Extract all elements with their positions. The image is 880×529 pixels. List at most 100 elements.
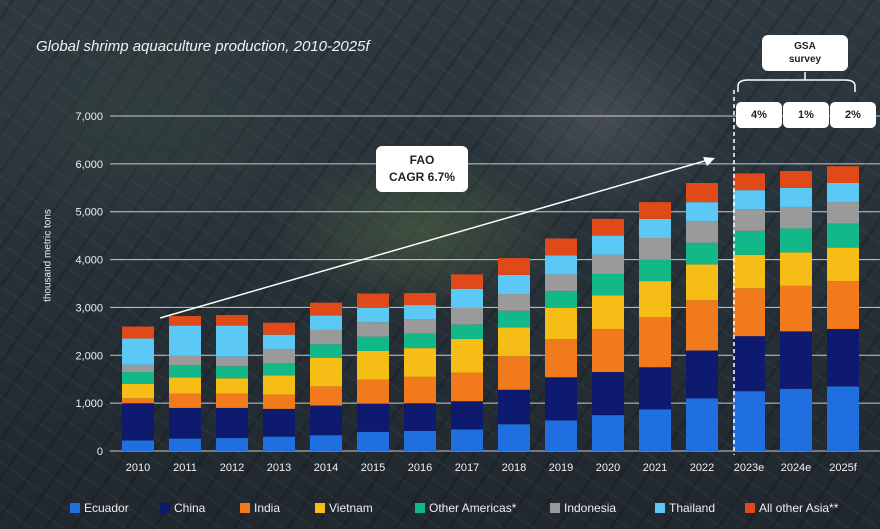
bar-segment-thailand — [498, 274, 530, 295]
bar-segment-vietnam — [357, 350, 389, 380]
x-tick-label: 2022 — [690, 462, 714, 474]
bar-segment-indonesia — [122, 364, 154, 373]
legend-label: Indonesia — [564, 501, 617, 515]
bar-stack-2016 — [404, 293, 436, 451]
bar-stack-2014 — [310, 302, 342, 451]
bar-segment-indonesia — [498, 294, 530, 311]
bar-segment-ecuador — [357, 431, 389, 451]
legend-item: All other Asia** — [745, 500, 838, 516]
y-tick-label: 6,000 — [75, 159, 103, 171]
bar-segment-vietnam — [122, 384, 154, 399]
bar-segment-vietnam — [545, 307, 577, 340]
legend-label: Ecuador — [84, 501, 129, 515]
legend-item: Other Americas* — [415, 500, 516, 516]
bar-segment-other-americas- — [592, 273, 624, 296]
bar-stack-2025f — [827, 166, 859, 451]
bar-segment-vietnam — [169, 377, 201, 394]
bar-segment-ecuador — [545, 420, 577, 451]
y-tick-label: 1,000 — [75, 398, 103, 410]
bar-segment-indonesia — [733, 209, 765, 231]
bar-segment-china — [169, 407, 201, 439]
bar-segment-china — [451, 401, 483, 430]
bar-stack-2012 — [216, 315, 248, 451]
bar-segment-china — [310, 405, 342, 436]
bar-segment-indonesia — [451, 307, 483, 325]
legend-swatch — [70, 503, 80, 513]
bar-segment-thailand — [169, 325, 201, 356]
bar-segment-thailand — [592, 235, 624, 255]
bar-segment-china — [122, 403, 154, 441]
bar-segment-china — [780, 331, 812, 389]
bar-segment-vietnam — [592, 295, 624, 329]
bar-segment-indonesia — [639, 238, 671, 260]
x-tick-label: 2025f — [829, 462, 857, 474]
gsa-growth-2024: 1% — [783, 102, 829, 128]
bar-segment-india — [733, 288, 765, 337]
bar-segment-vietnam — [404, 348, 436, 377]
bar-stack-2024e — [780, 171, 812, 451]
y-tick-labels: 0 1,000 2,000 3,000 4,000 5,000 6,000 7,000 — [75, 111, 103, 458]
bar-segment-india — [169, 393, 201, 408]
bar-segment-other-americas- — [498, 310, 530, 328]
legend-item: Indonesia — [550, 500, 616, 516]
bar-segment-all-other-asia- — [122, 326, 154, 339]
legend-swatch — [415, 503, 425, 513]
bar-segment-vietnam — [827, 247, 859, 282]
x-tick-label: 2024e — [781, 462, 812, 474]
legend-label: Other Americas* — [429, 501, 517, 515]
bar-segment-other-americas- — [263, 363, 295, 376]
bar-segment-all-other-asia- — [639, 202, 671, 219]
y-tick-label: 0 — [97, 446, 103, 458]
bar-segment-thailand — [686, 202, 718, 222]
bar-segment-other-americas- — [733, 230, 765, 255]
fao-trend-arrowhead — [703, 157, 715, 166]
legend-label: Vietnam — [329, 501, 373, 515]
bar-segment-all-other-asia- — [404, 293, 436, 306]
bar-segment-other-americas- — [545, 291, 577, 308]
bar-segment-thailand — [357, 307, 389, 323]
gsa-survey-callout: GSA survey — [762, 35, 848, 71]
bar-segment-china — [639, 367, 671, 410]
bar-segment-all-other-asia- — [169, 316, 201, 326]
bar-segment-china — [733, 336, 765, 392]
x-tick-label: 2021 — [643, 462, 667, 474]
fao-callout-line1: FAO — [409, 153, 435, 167]
bar-segment-other-americas- — [169, 365, 201, 378]
bar-stack-2011 — [169, 316, 201, 451]
bar-segment-ecuador — [592, 415, 624, 451]
bar-segment-vietnam — [686, 264, 718, 301]
y-tick-label: 3,000 — [75, 302, 103, 314]
bar-segment-thailand — [639, 218, 671, 239]
bar-segment-all-other-asia- — [451, 274, 483, 289]
chart-legend: Ecuador China India Vietnam Other Americas* I… — [70, 500, 880, 518]
bar-stack-2022 — [686, 183, 718, 451]
gsa-callout-line2: survey — [788, 54, 822, 65]
bar-segment-all-other-asia- — [498, 258, 530, 275]
bar-segment-china — [357, 403, 389, 432]
bar-stack-2010 — [122, 326, 154, 451]
bar-segment-all-other-asia- — [310, 302, 342, 316]
bar-segment-other-americas- — [404, 333, 436, 349]
x-tick-label: 2010 — [126, 462, 150, 474]
gsa-growth-2025: 2% — [830, 102, 876, 128]
bar-segment-vietnam — [780, 252, 812, 286]
bar-segment-indonesia — [545, 274, 577, 292]
bar-segment-india — [545, 339, 577, 378]
fao-cagr-callout: FAO CAGR 6.7% — [376, 146, 468, 192]
bar-segment-ecuador — [404, 430, 436, 451]
bar-segment-other-americas- — [686, 242, 718, 265]
x-tick-label: 2011 — [173, 462, 197, 474]
bar-segment-other-americas- — [310, 344, 342, 358]
legend-swatch — [160, 503, 170, 513]
bar-segment-china — [545, 377, 577, 421]
bar-segment-ecuador — [122, 440, 154, 451]
x-tick-label: 2016 — [408, 462, 432, 474]
bar-segment-ecuador — [216, 438, 248, 451]
bar-segment-indonesia — [592, 254, 624, 274]
bar-segment-thailand — [122, 338, 154, 365]
bar-segment-china — [404, 403, 436, 431]
bar-stack-2018 — [498, 258, 530, 451]
bar-segment-thailand — [545, 255, 577, 275]
bar-segment-indonesia — [310, 329, 342, 345]
